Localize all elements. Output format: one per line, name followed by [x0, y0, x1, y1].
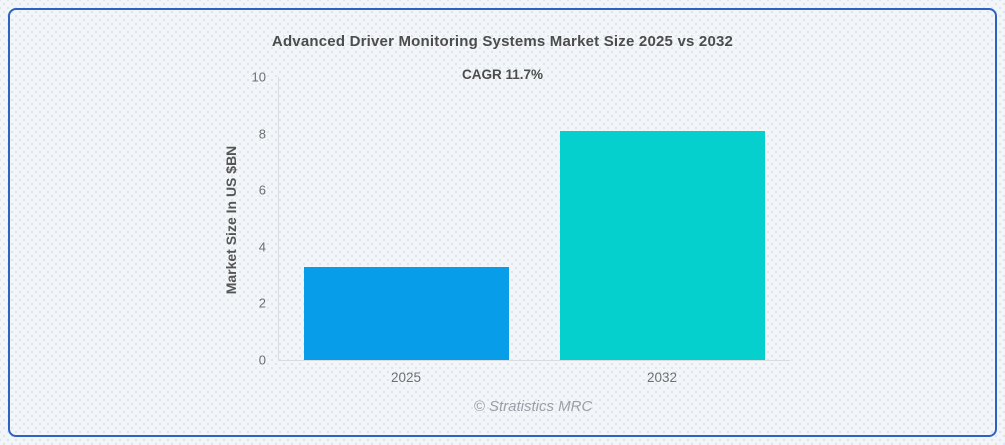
- bar-2032: [559, 130, 765, 360]
- y-tick-label: 8: [258, 126, 266, 142]
- y-tick-label: 10: [251, 69, 266, 85]
- y-tick-label: 2: [258, 295, 266, 311]
- x-tick-label: 2032: [646, 370, 678, 385]
- bar-2025: [303, 266, 509, 360]
- x-axis-line: [278, 360, 790, 361]
- y-axis-line: [278, 77, 279, 360]
- y-axis-title: Market Size In US $BN: [223, 145, 239, 295]
- y-tick-label: 0: [258, 352, 266, 368]
- chart-title: Advanced Driver Monitoring Systems Marke…: [271, 33, 734, 50]
- chart-footer-attribution: © Stratistics MRC: [473, 398, 593, 415]
- y-tick-label: 4: [258, 239, 266, 255]
- y-tick-label: 6: [258, 182, 266, 198]
- x-tick-label: 2025: [390, 370, 422, 385]
- chart-subtitle: CAGR 11.7%: [461, 67, 544, 82]
